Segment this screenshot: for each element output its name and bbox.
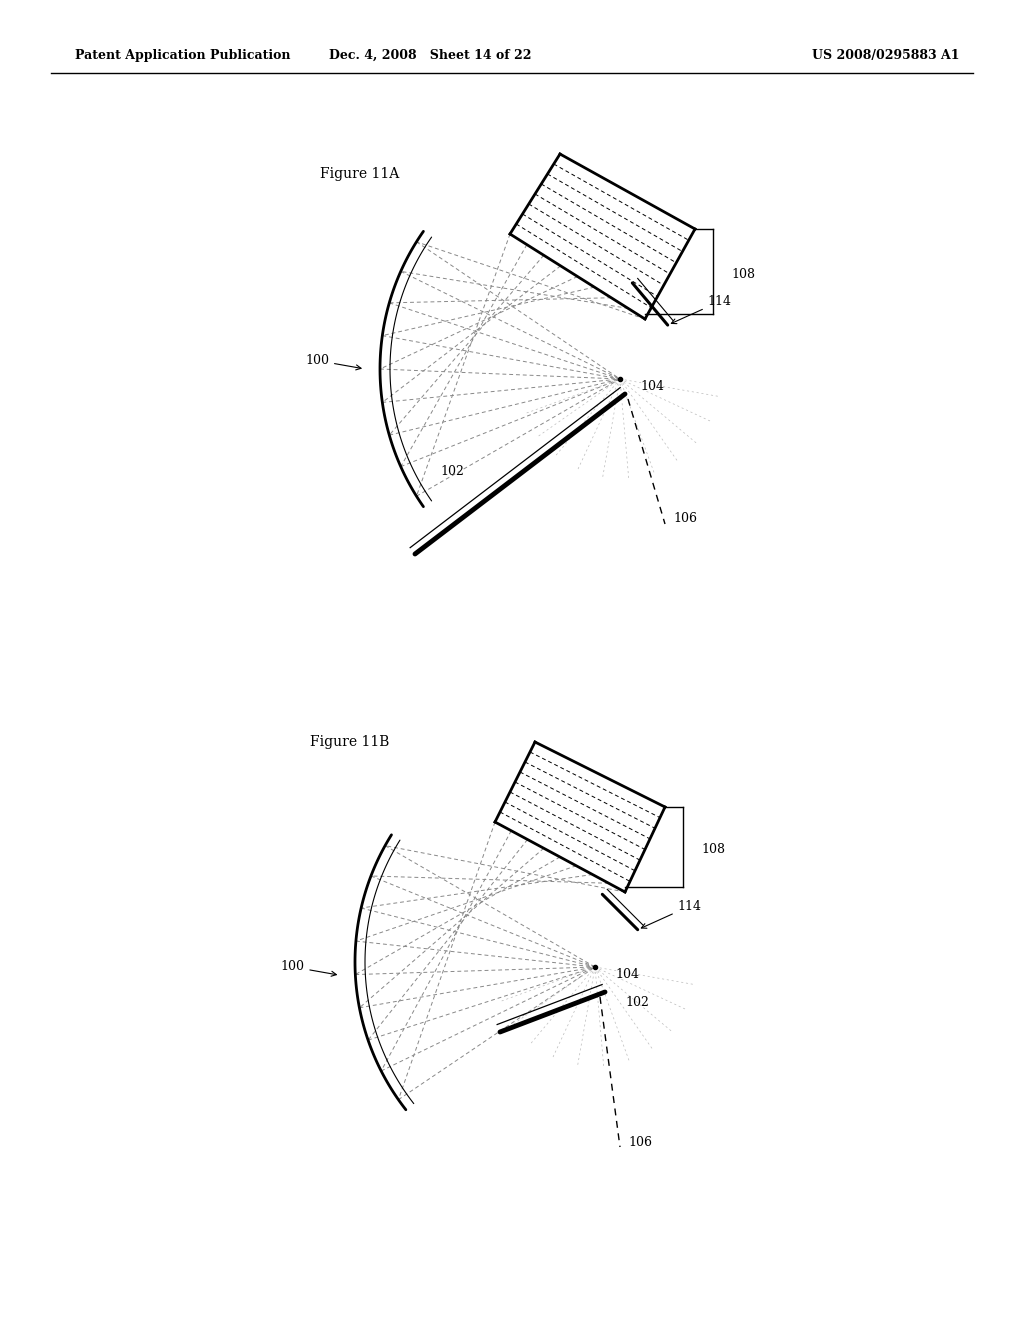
Text: Dec. 4, 2008   Sheet 14 of 22: Dec. 4, 2008 Sheet 14 of 22 [329,49,531,62]
Text: 102: 102 [440,465,464,478]
Text: 114: 114 [641,900,701,928]
Text: Figure 11A: Figure 11A [319,168,399,181]
Text: US 2008/0295883 A1: US 2008/0295883 A1 [812,49,961,62]
Text: 114: 114 [672,296,732,323]
Text: Patent Application Publication: Patent Application Publication [75,49,291,62]
Text: 106: 106 [673,512,697,525]
Text: 104: 104 [615,969,639,982]
Text: 102: 102 [625,995,649,1008]
Text: 100: 100 [281,961,337,977]
Text: 100: 100 [305,354,361,370]
Text: 108: 108 [701,843,725,855]
Text: 106: 106 [628,1135,652,1148]
Text: 104: 104 [640,380,664,393]
Text: 108: 108 [731,268,755,281]
Text: Figure 11B: Figure 11B [310,735,389,748]
